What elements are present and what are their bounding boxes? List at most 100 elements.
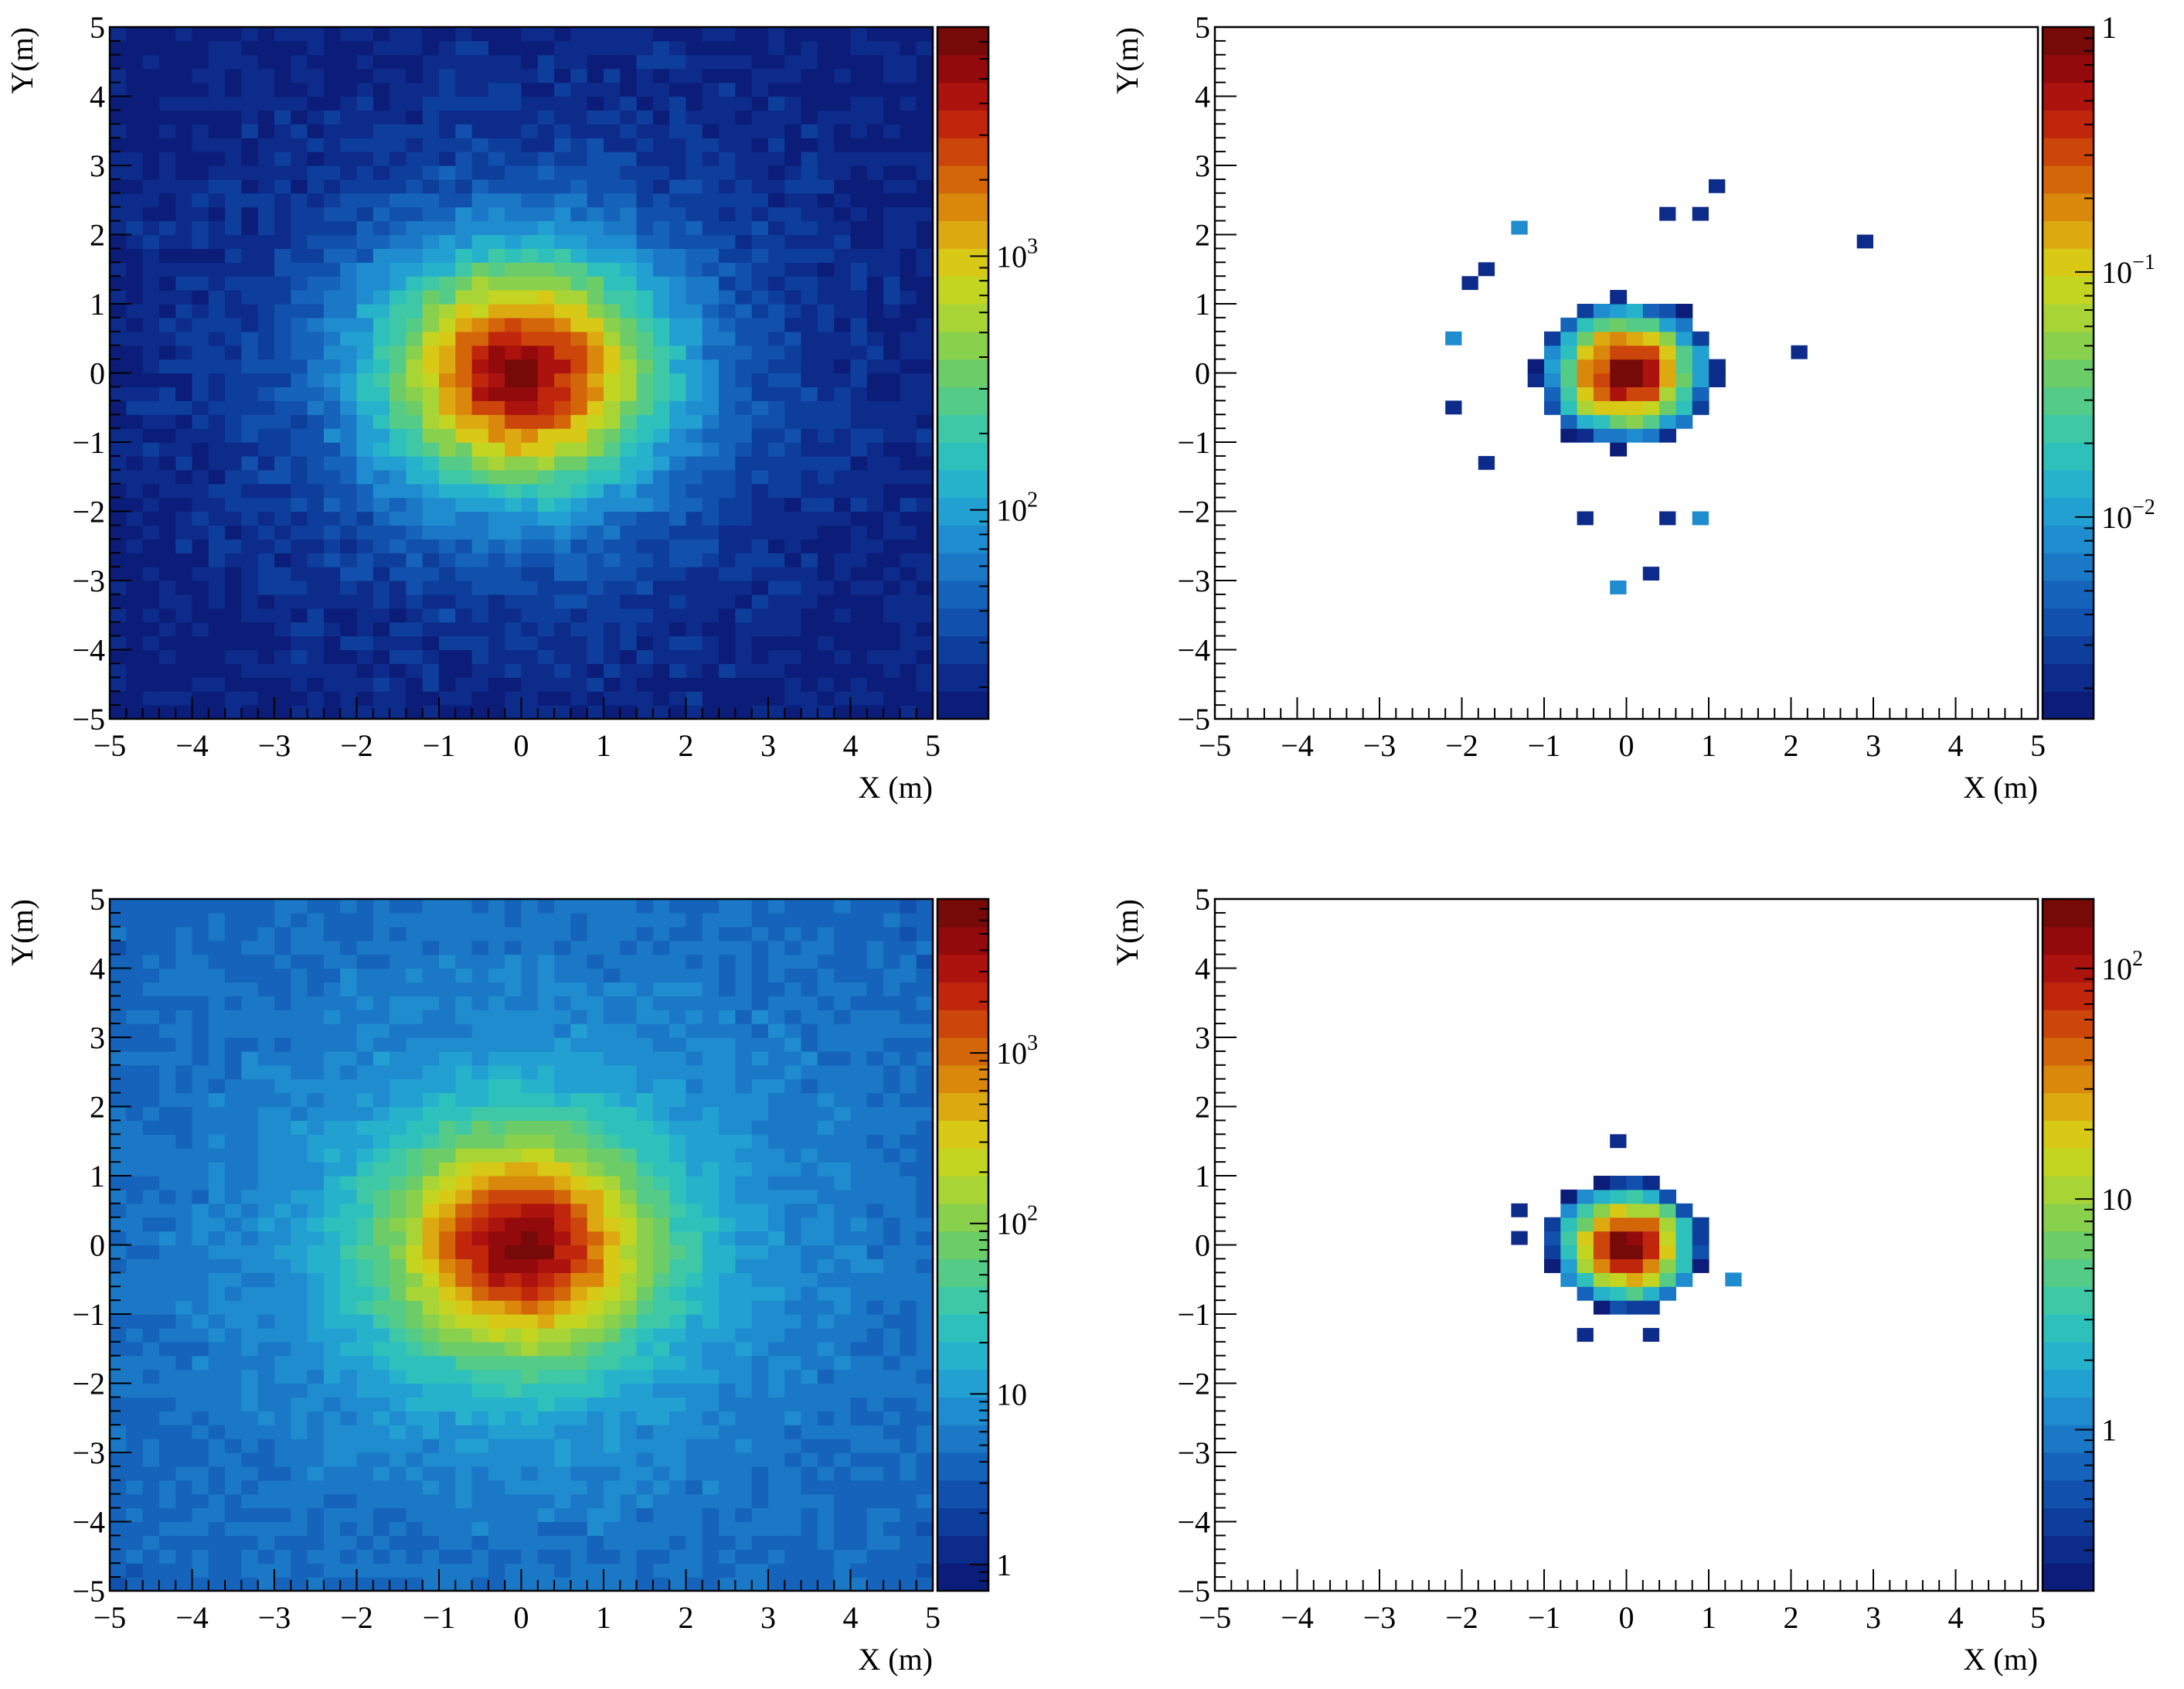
heatmap-cell bbox=[620, 581, 638, 595]
heatmap-cell bbox=[291, 899, 308, 914]
heatmap-cell bbox=[537, 525, 555, 540]
heatmap-cell bbox=[554, 1327, 571, 1343]
heatmap-cell bbox=[652, 1341, 670, 1357]
heatmap-cell bbox=[323, 691, 341, 706]
heatmap-cell bbox=[307, 553, 325, 567]
heatmap-cell bbox=[158, 40, 176, 56]
heatmap-cell bbox=[488, 276, 505, 291]
heatmap-cell bbox=[488, 290, 505, 305]
heatmap-cell bbox=[866, 553, 884, 567]
heatmap-cell bbox=[751, 1341, 769, 1357]
heatmap-cell bbox=[866, 539, 884, 553]
heatmap-cell bbox=[817, 1563, 835, 1578]
heatmap-cell bbox=[537, 262, 555, 277]
heatmap-cell bbox=[406, 400, 424, 415]
heatmap-cell bbox=[702, 262, 719, 277]
heatmap-cell bbox=[340, 1507, 358, 1523]
heatmap-cell bbox=[406, 248, 424, 263]
heatmap-cell bbox=[604, 996, 621, 1010]
heatmap-cell bbox=[801, 455, 818, 471]
heatmap-outlier-cell bbox=[1610, 581, 1627, 594]
heatmap-cell bbox=[652, 1452, 670, 1467]
heatmap-cell bbox=[390, 553, 407, 567]
heatmap-cell bbox=[834, 1023, 852, 1038]
heatmap-cell bbox=[669, 1148, 687, 1163]
heatmap-cell bbox=[636, 1051, 654, 1066]
heatmap-cell bbox=[422, 1023, 440, 1038]
heatmap-cell bbox=[274, 304, 291, 318]
heatmap-cell bbox=[192, 234, 209, 249]
heatmap-cell bbox=[801, 539, 818, 553]
heatmap-cell bbox=[850, 96, 868, 111]
heatmap-cell bbox=[604, 455, 621, 471]
heatmap-cell bbox=[652, 1078, 670, 1094]
heatmap-cell bbox=[126, 386, 144, 401]
heatmap-cell bbox=[439, 1258, 456, 1273]
heatmap-cell bbox=[439, 996, 456, 1010]
heatmap-cell bbox=[652, 27, 670, 42]
heatmap-cell bbox=[554, 497, 571, 512]
heatmap-cell bbox=[225, 1563, 242, 1578]
heatmap-cell bbox=[323, 455, 341, 471]
heatmap-cell bbox=[241, 304, 259, 318]
heatmap-cell bbox=[1560, 359, 1578, 374]
heatmap-cell bbox=[784, 1383, 802, 1398]
heatmap-cell bbox=[521, 1148, 539, 1163]
heatmap-cell bbox=[291, 940, 308, 955]
heatmap-cell bbox=[175, 82, 193, 97]
heatmap-cell bbox=[291, 483, 308, 499]
heatmap-cell bbox=[817, 1203, 835, 1218]
heatmap-cell bbox=[340, 400, 358, 415]
heatmap-cell bbox=[471, 345, 489, 360]
heatmap-cell bbox=[850, 220, 868, 236]
heatmap-cell bbox=[801, 220, 818, 236]
heatmap-cell bbox=[850, 1383, 868, 1398]
heatmap-cell bbox=[570, 1425, 588, 1439]
heatmap-cell bbox=[373, 1397, 390, 1411]
heatmap-cell bbox=[587, 1425, 604, 1439]
heatmap-cell bbox=[192, 483, 209, 499]
heatmap-cell bbox=[323, 1383, 341, 1398]
heatmap-cell bbox=[768, 497, 785, 512]
heatmap-cell bbox=[669, 940, 687, 955]
heatmap-cell bbox=[900, 386, 917, 401]
heatmap-cell bbox=[307, 649, 325, 664]
heatmap-cell bbox=[323, 1466, 341, 1481]
heatmap-cell bbox=[817, 1106, 835, 1121]
heatmap-cell bbox=[702, 331, 719, 346]
heatmap-cell bbox=[142, 1176, 160, 1190]
heatmap-cell bbox=[883, 649, 900, 664]
heatmap-cell bbox=[801, 649, 818, 664]
heatmap-cell bbox=[488, 206, 505, 222]
heatmap-cell bbox=[192, 1148, 209, 1163]
heatmap-cell bbox=[685, 359, 703, 374]
heatmap-cell bbox=[587, 165, 604, 180]
heatmap-cell bbox=[537, 968, 555, 982]
heatmap-cell bbox=[307, 1466, 325, 1481]
heatmap-cell bbox=[307, 608, 325, 623]
heatmap-cell bbox=[225, 1064, 242, 1080]
heatmap-cell bbox=[751, 1023, 769, 1038]
heatmap-cell bbox=[554, 331, 571, 346]
heatmap-cell bbox=[900, 497, 917, 512]
heatmap-cell bbox=[505, 982, 522, 996]
heatmap-cell bbox=[505, 1466, 522, 1481]
heatmap-cell bbox=[883, 317, 900, 332]
heatmap-cell bbox=[142, 1577, 160, 1592]
heatmap-cell bbox=[570, 40, 588, 56]
heatmap-cell bbox=[702, 1439, 719, 1453]
heatmap-cell bbox=[900, 138, 917, 152]
heatmap-cell bbox=[356, 926, 374, 942]
heatmap-cell bbox=[669, 608, 687, 623]
heatmap-cell bbox=[801, 54, 818, 70]
heatmap-cell bbox=[373, 649, 390, 664]
heatmap-cell bbox=[685, 455, 703, 471]
x-tick-label: −3 bbox=[258, 728, 291, 763]
heatmap-cell bbox=[604, 1493, 621, 1509]
heatmap-cell bbox=[274, 1023, 291, 1038]
heatmap-cell bbox=[537, 1037, 555, 1052]
heatmap-cell bbox=[356, 497, 374, 512]
heatmap-cell bbox=[175, 926, 193, 942]
heatmap-cell bbox=[291, 1466, 308, 1481]
heatmap-cell bbox=[422, 262, 440, 277]
